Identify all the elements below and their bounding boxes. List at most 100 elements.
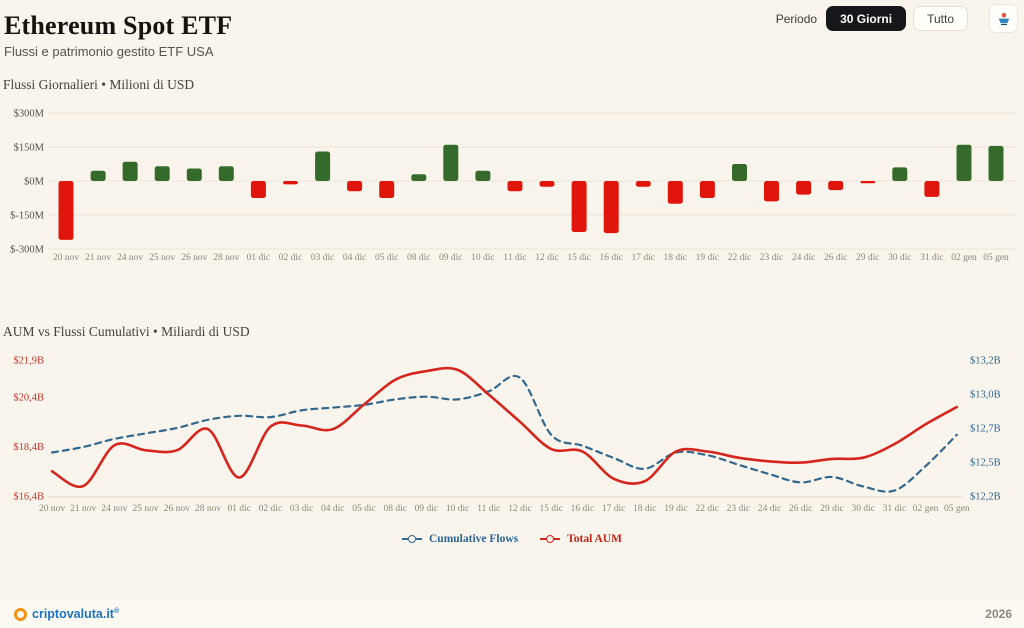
x-axis-tick-label: 04 dic: [343, 253, 366, 263]
x-axis-tick-label: 12 dic: [535, 253, 558, 263]
flow-bar: [411, 174, 427, 181]
x-axis-tick-label: 05 gen: [983, 253, 1009, 263]
x-axis-tick-label: 26 nov: [181, 253, 207, 263]
x-axis-tick-label: 29 dic: [820, 504, 843, 514]
daily-flows-chart-title: Flussi Giornalieri • Milioni di USD: [3, 77, 195, 92]
flow-bar: [315, 151, 331, 181]
x-axis-tick-label: 23 dic: [760, 253, 783, 263]
x-axis-tick-label: 05 gen: [944, 504, 970, 514]
x-axis-tick-label: 26 nov: [164, 504, 190, 514]
period-label: Periodo: [775, 11, 818, 26]
right-axis-tick-label: $13,2B: [970, 356, 1001, 367]
left-axis-tick-label: $20,4B: [13, 393, 44, 404]
x-axis-tick-label: 15 dic: [539, 504, 562, 514]
x-axis-tick-label: 20 nov: [53, 253, 79, 263]
x-axis-tick-label: 18 dic: [664, 253, 687, 263]
brand-name: criptovaluta.it®: [32, 607, 120, 621]
flow-bar: [571, 181, 587, 232]
x-axis-tick-label: 11 dic: [477, 504, 500, 514]
x-axis-tick-label: 28 nov: [213, 253, 239, 263]
flow-bar: [635, 181, 651, 187]
y-axis-tick-label: $-300M: [10, 245, 44, 256]
download-logo-button[interactable]: [989, 4, 1018, 33]
x-axis-tick-label: 28 nov: [195, 504, 221, 514]
x-axis-tick-label: 17 dic: [602, 504, 625, 514]
right-axis-tick-label: $12,7B: [970, 424, 1001, 435]
flow-bar: [443, 144, 459, 181]
x-axis-tick-label: 24 nov: [101, 504, 127, 514]
x-axis-tick-label: 05 dic: [352, 504, 375, 514]
solid-line-marker-icon: [540, 535, 561, 543]
y-axis-tick-label: $-150M: [10, 211, 44, 222]
flow-bar: [956, 144, 972, 181]
aum-vs-flows-line-chart: $21,9B $20,4B $18,4B $16,4B $13,2B $13,0B $12,…: [13, 356, 1000, 515]
x-axis-tick-label: 25 nov: [149, 253, 175, 263]
x-axis-tick-label: 31 dic: [920, 253, 943, 263]
x-axis-tick-label: 11 dic: [503, 253, 526, 263]
right-axis-tick-label: $12,5B: [970, 458, 1001, 469]
total-aum-line: [50, 366, 959, 489]
x-axis-tick-label: 01 dic: [247, 253, 270, 263]
left-axis-tick-label: $16,4B: [13, 492, 44, 503]
x-axis-tick-label: 31 dic: [883, 504, 906, 514]
x-axis-tick-label: 30 dic: [888, 253, 911, 263]
legend-label-total-aum: Total AUM: [567, 533, 622, 545]
aum-chart-title: AUM vs Flussi Cumulativi • Miliardi di U…: [3, 324, 250, 339]
page-subtitle: Flussi e patrimonio gestito ETF USA: [4, 44, 214, 59]
x-axis-tick-label: 29 dic: [856, 253, 879, 263]
page-title: Ethereum Spot ETF: [4, 11, 233, 40]
x-axis-tick-label: 15 dic: [567, 253, 590, 263]
period-controls: Periodo 30 Giorni Tutto: [776, 4, 1018, 33]
x-axis-tick-label: 26 dic: [824, 253, 847, 263]
x-axis-tick-label: 10 dic: [446, 504, 469, 514]
period-button-tutto[interactable]: Tutto: [913, 6, 968, 31]
x-axis-tick-label: 20 nov: [39, 504, 65, 514]
right-axis-tick-label: $13,0B: [970, 390, 1001, 401]
x-axis-tick-label: 23 dic: [727, 504, 750, 514]
x-axis-tick-label: 24 nov: [117, 253, 143, 263]
x-axis-tick-label: 19 dic: [664, 504, 687, 514]
x-axis-tick-label: 08 dic: [383, 504, 406, 514]
x-axis-tick-label: 09 dic: [439, 253, 462, 263]
x-axis-tick-label: 01 dic: [227, 504, 250, 514]
footer: criptovaluta.it® 2026: [0, 600, 1024, 628]
brand-logo-icon: [14, 607, 27, 621]
legend-item-total-aum[interactable]: Total AUM: [540, 533, 622, 545]
flow-bar: [283, 181, 298, 185]
chart-legend: Cumulative Flows Total AUM: [0, 533, 1024, 545]
dashed-line-marker-icon: [402, 535, 422, 543]
footer-year: 2026: [985, 607, 1012, 621]
x-axis-tick-label: 19 dic: [696, 253, 719, 263]
flow-bar: [475, 170, 491, 181]
x-axis-tick-label: 10 dic: [471, 253, 494, 263]
x-axis-tick-label: 05 dic: [375, 253, 398, 263]
flow-bar: [860, 181, 876, 184]
x-axis-tick-label: 24 dic: [792, 253, 815, 263]
flow-bar: [764, 181, 779, 202]
registered-mark: ®: [113, 607, 120, 615]
x-axis-tick-label: 09 dic: [415, 504, 438, 514]
x-axis-tick-label: 18 dic: [633, 504, 656, 514]
flow-bar: [667, 181, 683, 204]
legend-label-cumulative-flows: Cumulative Flows: [429, 533, 519, 545]
x-axis-tick-label: 21 nov: [85, 253, 111, 263]
x-axis-tick-label: 12 dic: [508, 504, 531, 514]
x-axis-tick-label: 02 dic: [259, 504, 282, 514]
left-axis-tick-label: $18,4B: [13, 442, 44, 453]
flow-bar: [154, 166, 170, 181]
flow-bar: [699, 181, 715, 198]
legend-item-cumulative-flows[interactable]: Cumulative Flows: [402, 533, 518, 545]
flow-bar: [58, 181, 74, 240]
x-axis-tick-label: 17 dic: [632, 253, 655, 263]
flow-bar: [218, 166, 234, 181]
brand-link[interactable]: criptovaluta.it®: [14, 607, 119, 621]
period-button-30-giorni[interactable]: 30 Giorni: [826, 6, 907, 31]
x-axis-tick-label: 03 dic: [290, 504, 313, 514]
flow-bar: [347, 181, 363, 192]
x-axis-tick-label: 24 dic: [758, 504, 781, 514]
x-axis-tick-label: 22 dic: [728, 253, 751, 263]
flow-bar: [186, 168, 202, 181]
x-axis-tick-label: 30 dic: [851, 504, 874, 514]
